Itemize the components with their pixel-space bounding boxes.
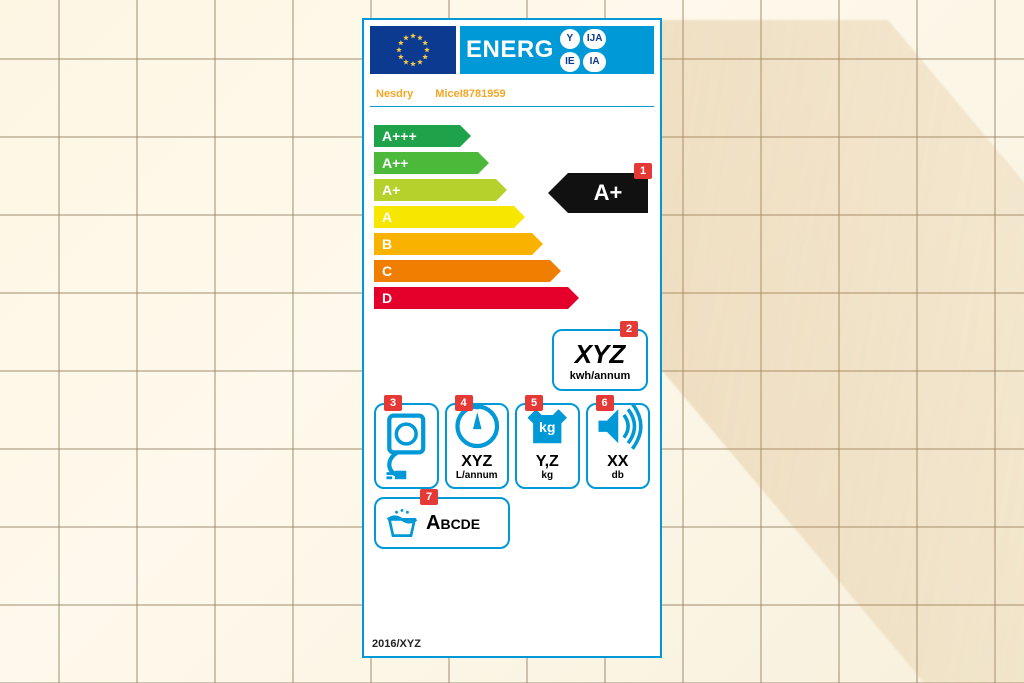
brand-name: Nesdry xyxy=(376,88,413,100)
efficiency-scale: A+++ A++ A+ ABCD A+ 1 xyxy=(370,125,654,315)
svg-text:kg: kg xyxy=(539,418,555,434)
spec-box-grid: 34XYZL/annum5kgY,Zkg6XXdb xyxy=(374,403,650,489)
code-bubble: IE xyxy=(560,52,580,72)
efficiency-bar-D: D xyxy=(374,287,568,309)
regulation-number: 2016/XYZ xyxy=(372,638,421,650)
brand-model-row: Nesdry MiceI8781959 xyxy=(370,88,654,107)
efficiency-bar-Aplusplus: A++ xyxy=(374,152,478,174)
spec-unit: L/annum xyxy=(456,470,498,481)
regulation-footer: 2016/XYZ xyxy=(370,638,654,650)
language-code-bubbles: Y IJA IE IA xyxy=(560,29,607,72)
callout-badge-2: 2 xyxy=(620,321,638,337)
condensation-class-box: 7 ABCDE xyxy=(374,497,510,549)
efficiency-bar-Aplus: A+ xyxy=(374,179,496,201)
callout-badge-5: 5 xyxy=(525,395,543,411)
header-row: ENERG Y IJA IE IA xyxy=(370,26,654,74)
code-bubble: IA xyxy=(583,52,607,72)
callout-badge-7: 7 xyxy=(420,489,438,505)
spec-value: Y,Z xyxy=(536,454,559,470)
eu-flag-icon xyxy=(370,26,456,74)
spec-unit: kg xyxy=(541,470,553,481)
condensation-class-letters: ABCDE xyxy=(426,512,480,535)
callout-badge-1: 1 xyxy=(634,163,652,179)
annual-consumption-unit: kwh/annum xyxy=(570,370,631,382)
callout-badge-4: 4 xyxy=(455,395,473,411)
spec-row-2: 7 ABCDE xyxy=(374,497,650,549)
product-rating-pointer: A+ 1 xyxy=(568,173,648,213)
annual-consumption-value: XYZ xyxy=(575,339,626,370)
spec-value: XYZ xyxy=(461,454,492,470)
code-bubble: Y xyxy=(560,29,580,49)
annual-consumption-box: 2 XYZ kwh/annum xyxy=(552,329,648,391)
energ-banner: ENERG Y IJA IE IA xyxy=(460,26,654,74)
product-rating-value: A+ xyxy=(594,180,623,206)
spec-box-water: 4XYZL/annum xyxy=(445,403,510,489)
dryer-plug-icon xyxy=(378,409,435,481)
callout-badge-3: 3 xyxy=(384,395,402,411)
spec-unit: db xyxy=(612,470,624,481)
efficiency-bar-C: C xyxy=(374,260,550,282)
efficiency-bar-Aplusplusplus: A+++ xyxy=(374,125,460,147)
callout-badge-6: 6 xyxy=(596,395,614,411)
spec-box-noise: 6XXdb xyxy=(586,403,651,489)
code-bubble: IJA xyxy=(583,29,607,49)
wash-tub-icon xyxy=(384,505,420,541)
efficiency-bar-A: A xyxy=(374,206,514,228)
efficiency-bar-B: B xyxy=(374,233,532,255)
spec-value: XX xyxy=(607,454,628,470)
spec-box-capacity: 5kgY,Zkg xyxy=(515,403,580,489)
spec-box-dryer-type: 3 xyxy=(374,403,439,489)
energy-label-card: ENERG Y IJA IE IA Nesdry MiceI8781959 A+… xyxy=(362,18,662,658)
energ-text: ENERG xyxy=(466,36,554,64)
model-number: MiceI8781959 xyxy=(435,88,505,100)
